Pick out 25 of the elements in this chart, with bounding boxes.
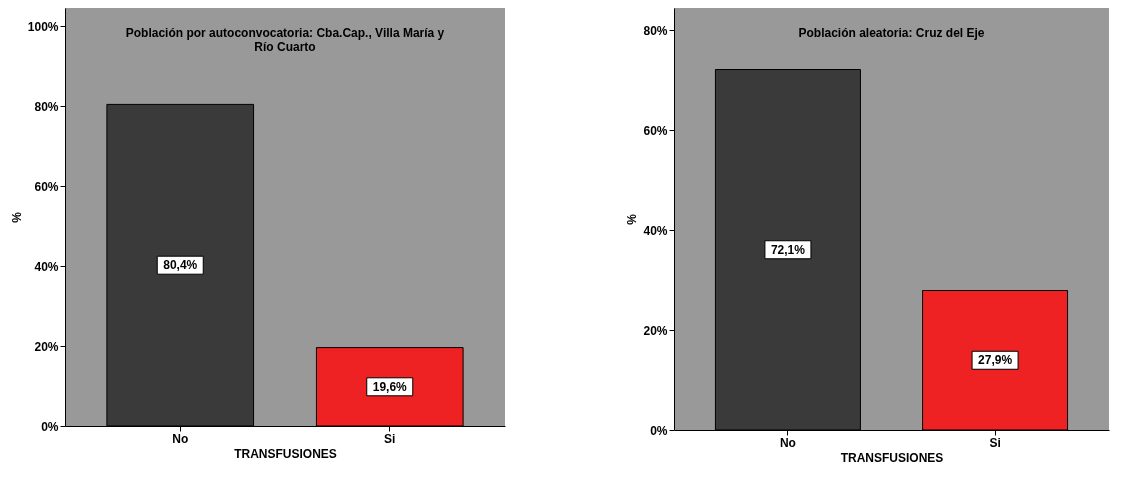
y-tick-label: 100% — [27, 19, 59, 34]
data-label: 27,9% — [978, 353, 1013, 368]
y-tick-label: 60% — [34, 179, 59, 194]
y-tick-label: 0% — [650, 423, 668, 438]
x-tick-label: No — [172, 431, 189, 446]
y-tick-label: 0% — [41, 419, 59, 434]
x-axis-title: TRANSFUSIONES — [234, 446, 337, 461]
text: Población aleatoria: Cruz del Eje — [798, 26, 985, 40]
y-tick-label: 80% — [643, 23, 668, 38]
data-label: 72,1% — [770, 242, 806, 257]
y-tick-label: 40% — [34, 259, 59, 274]
data-label: 80,4% — [163, 258, 198, 273]
y-tick-label: 40% — [643, 223, 668, 238]
x-axis-title: TRANSFUSIONES — [840, 450, 944, 465]
y-tick-label: 20% — [643, 323, 668, 338]
x-tick-label: No — [779, 435, 796, 450]
y-axis-title: % — [9, 211, 24, 223]
x-tick-label: Si — [384, 431, 396, 446]
y-axis-title: % — [625, 213, 640, 225]
x-tick-label: Si — [989, 435, 1001, 450]
y-tick-label: 20% — [34, 339, 59, 354]
y-tick-label: 80% — [34, 99, 59, 114]
text: Población por autoconvocatoria: Cba.Cap., Villa María y Río Cuarto — [125, 26, 445, 54]
y-tick-label: 60% — [643, 123, 668, 138]
data-label: 19,6% — [372, 379, 408, 394]
